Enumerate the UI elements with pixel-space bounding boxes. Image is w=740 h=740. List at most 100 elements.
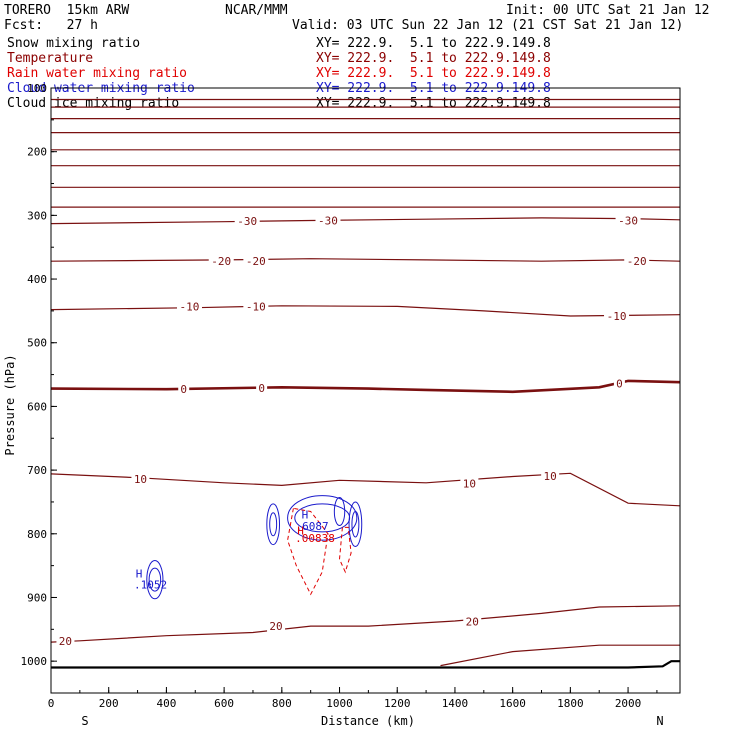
x-tick-label: 1200 — [384, 697, 411, 710]
temp-contour-label: 10 — [544, 470, 557, 483]
upper-isotherm-lines — [51, 98, 680, 208]
temp-contour-label: 20 — [466, 616, 479, 629]
temp-contour-label: 0 — [180, 383, 187, 396]
temp-contour-0 — [50, 379, 681, 394]
init-time: Init: 00 UTC Sat 21 Jan 12 — [506, 3, 710, 18]
temp-label-bg — [604, 309, 630, 322]
x-tick-label: 200 — [99, 697, 119, 710]
temp-label-bg — [208, 255, 234, 268]
y-tick-label: 800 — [27, 528, 47, 541]
x-tick-label: 1000 — [326, 697, 353, 710]
x-tick-label: 1600 — [499, 697, 526, 710]
cloud-water-contour-7 — [351, 510, 360, 538]
chart-annotation: .00838 — [295, 532, 335, 545]
y-axis-label: Pressure (hPa) — [3, 354, 17, 455]
temp-contour--20 — [50, 258, 681, 262]
temp-contour-10 — [50, 472, 681, 507]
y-tick-label: 1000 — [21, 655, 48, 668]
temp-label-bg — [243, 255, 269, 268]
temperature-contours: -30 -30 -30 -20 -20 -20 -10 -10 -10 0 0 0 10 10 10 20 20… — [50, 214, 681, 648]
y-tick-label: 500 — [27, 337, 47, 350]
temp-label-bg — [315, 214, 341, 227]
temp-label-bg — [256, 381, 268, 394]
x-tick-label: 600 — [214, 697, 234, 710]
temp-contour-label: -30 — [618, 214, 638, 227]
legend-name-rain: Rain water mixing ratio — [7, 66, 188, 81]
x-axis-label: Distance (km) — [321, 714, 415, 728]
cloud-water-contour-0 — [146, 560, 164, 600]
chart-annotation: H — [136, 567, 143, 580]
y-tick-label: 100 — [27, 82, 47, 95]
temp-contour-label: 0 — [258, 382, 265, 395]
temp-contour-label: -20 — [211, 255, 231, 268]
x-tick-label: 1400 — [442, 697, 469, 710]
rain-water-contours — [287, 507, 352, 596]
temp-contour--30 — [50, 217, 681, 225]
center-label: NCAR/MMM — [225, 3, 288, 18]
plot-frame — [50, 87, 681, 694]
temp-label-bg — [131, 473, 150, 486]
temp-contour--10 — [50, 305, 681, 317]
x-tick-label: 800 — [272, 697, 292, 710]
temp-contour-label: 20 — [269, 620, 282, 633]
forecast-hour: Fcst: 27 h — [4, 18, 98, 33]
cloud-water-contour-1 — [148, 567, 162, 592]
near-surface-contour — [440, 644, 680, 667]
cloud-water-contour-5 — [269, 512, 278, 537]
x-tick-label: 400 — [156, 697, 176, 710]
legend-xy-temperature: XY= 222.9. 5.1 to 222.9.149.8 — [316, 51, 551, 66]
cloud-water-contour-4 — [266, 503, 281, 546]
rain-water-contour-1 — [338, 526, 352, 574]
valid-time: Valid: 03 UTC Sun 22 Jan 12 (21 CST Sat … — [292, 18, 684, 33]
terrain-line — [51, 644, 680, 669]
x-end-label-left: S — [81, 714, 88, 728]
temp-label-bg — [176, 300, 202, 313]
temp-contour-label: 10 — [134, 473, 147, 486]
legend-xy-rain: XY= 222.9. 5.1 to 222.9.149.8 — [316, 66, 551, 81]
temp-contour-label: -30 — [318, 214, 338, 227]
temp-contour-20 — [50, 605, 681, 643]
x-tick-label: 1800 — [557, 697, 584, 710]
temp-label-bg — [613, 377, 625, 390]
rain-water-contour-0 — [287, 507, 329, 596]
y-tick-label: 900 — [27, 591, 47, 604]
y-tick-label: 200 — [27, 146, 47, 159]
temp-contour-label: 10 — [463, 477, 476, 490]
temp-label-bg — [624, 255, 650, 268]
x-tick-label: 2000 — [615, 697, 642, 710]
temp-label-bg — [234, 215, 260, 228]
temp-label-bg — [243, 300, 269, 313]
cloud-water-contour-2 — [287, 495, 358, 541]
cloud-water-contour-6 — [348, 501, 363, 548]
model-title: TORERO 15km ARW — [4, 3, 130, 18]
y-tick-label: 400 — [27, 273, 47, 286]
legend-xy-snow: XY= 222.9. 5.1 to 222.9.149.8 — [316, 36, 551, 51]
surface-terrain — [51, 660, 680, 669]
y-tick-label: 600 — [27, 400, 47, 413]
temp-contour-label: 0 — [616, 377, 623, 390]
temp-label-bg — [541, 469, 560, 482]
chart-annotation: .6087 — [296, 520, 329, 533]
legend-name-snow: Snow mixing ratio — [7, 36, 141, 51]
temp-contour-label: -10 — [607, 310, 627, 323]
legend-name-temperature: Temperature — [7, 51, 94, 66]
temp-label-bg — [267, 620, 286, 633]
cloud-water-contour-8 — [333, 496, 346, 527]
temp-label-bg — [178, 383, 190, 396]
temp-contour-label: -20 — [627, 255, 647, 268]
y-tick-label: 700 — [27, 464, 47, 477]
x-end-label-right: N — [656, 714, 663, 728]
temp-label-bg — [56, 634, 75, 647]
temp-contour-label: -10 — [246, 300, 266, 313]
temp-label-bg — [460, 477, 479, 490]
x-tick-label: 0 — [48, 697, 55, 710]
temp-contour-label: -30 — [237, 215, 257, 228]
temp-label-bg — [463, 615, 482, 628]
chart-annotation: H — [297, 525, 304, 538]
temp-contour-label: -10 — [180, 300, 200, 313]
temp-contour-label: 20 — [59, 635, 72, 648]
temp-label-bg — [615, 214, 641, 227]
